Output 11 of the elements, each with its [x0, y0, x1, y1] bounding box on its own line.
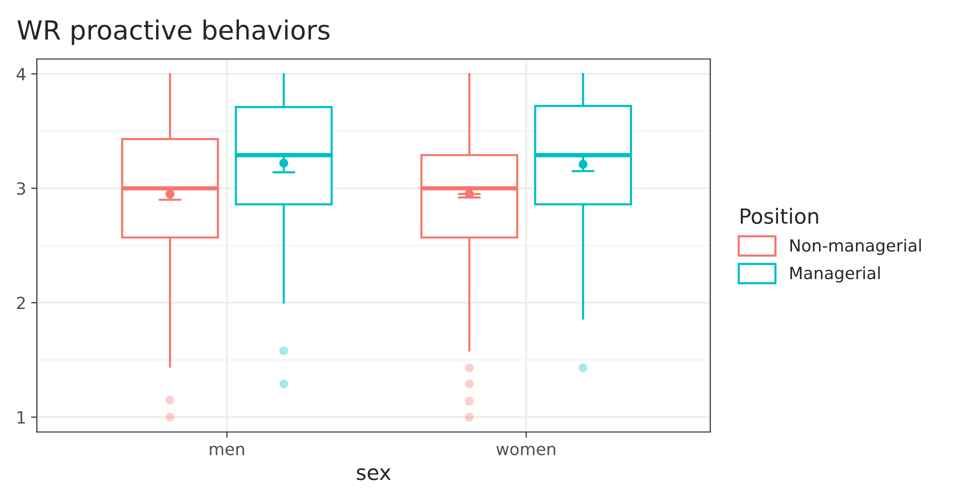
- chart-title: WR proactive behaviors: [17, 20, 330, 46]
- x-tick-label: women: [496, 446, 556, 456]
- legend-title: Position: [740, 208, 818, 224]
- x-tick-label: men: [210, 446, 244, 456]
- legend-label: Managerial: [790, 266, 880, 283]
- y-tick-label: 2: [17, 296, 25, 310]
- x-axis-title: sex: [356, 468, 391, 480]
- y-tick-label: 1: [18, 411, 25, 424]
- legend-label: Non-managerial: [790, 238, 921, 255]
- y-tick-label: 3: [17, 182, 26, 195]
- y-tick-label: 4: [16, 68, 26, 80]
